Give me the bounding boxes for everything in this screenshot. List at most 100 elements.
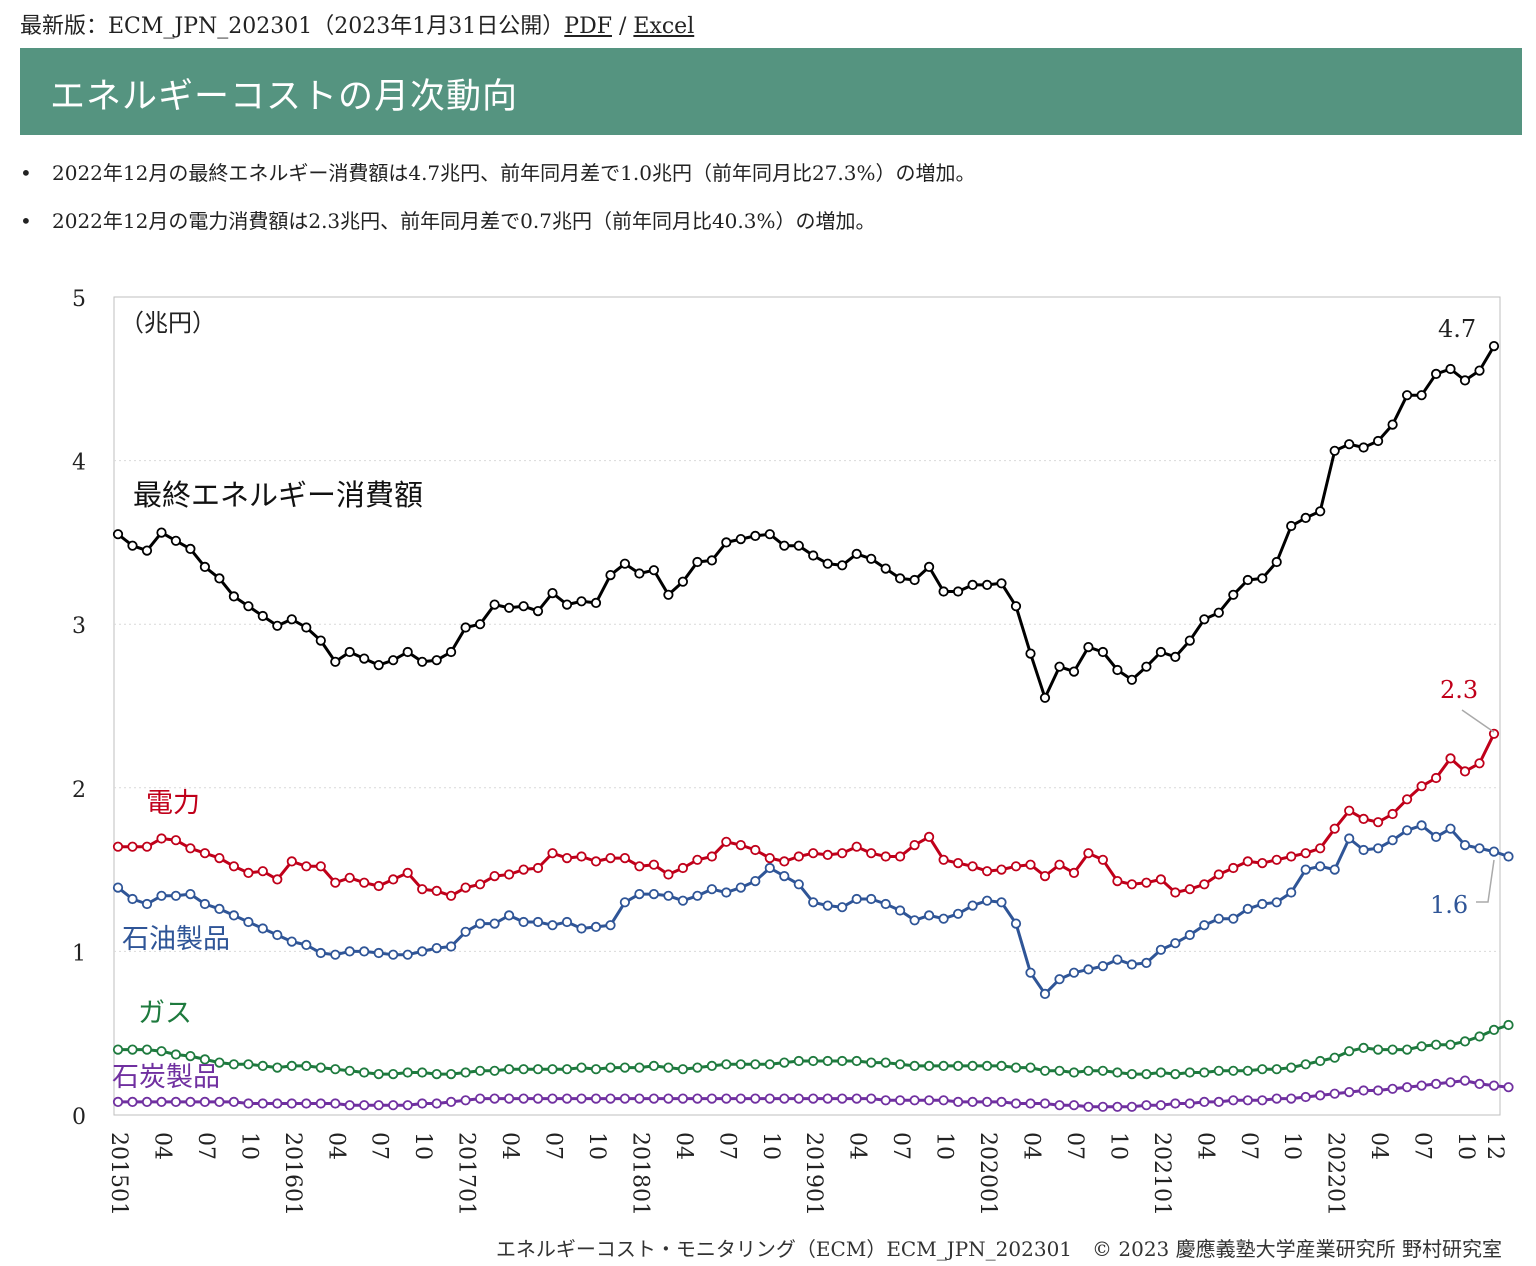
excel-link[interactable]: Excel: [633, 14, 695, 39]
data-point-total: [880, 563, 891, 574]
series-label-coal: 石炭製品: [112, 1062, 220, 1093]
data-point-electricity: [750, 844, 761, 856]
series-label-total: 最終エネルギー消費額: [133, 478, 423, 512]
link-separator: /: [611, 14, 634, 39]
data-point-gas: [967, 1060, 978, 1072]
data-point-electricity: [1402, 794, 1413, 805]
data-point-gas: [1271, 1064, 1282, 1075]
data-point-coal: [1112, 1101, 1123, 1112]
data-point-coal: [257, 1098, 268, 1109]
data-point-coal: [170, 1096, 181, 1108]
data-point-coal: [286, 1098, 297, 1109]
data-point-coal: [1271, 1093, 1282, 1104]
data-point-oil: [576, 923, 587, 934]
data-point-gas: [952, 1060, 964, 1072]
data-point-oil: [808, 897, 819, 908]
data-point-total: [1402, 390, 1413, 401]
data-point-gas: [1039, 1065, 1051, 1076]
data-point-oil: [1503, 851, 1514, 862]
data-point-total: [779, 540, 790, 551]
data-point-coal: [445, 1096, 457, 1108]
data-point-electricity: [1054, 859, 1065, 870]
data-point-coal: [735, 1093, 746, 1104]
data-point-coal: [1039, 1098, 1051, 1109]
data-point-electricity: [141, 841, 153, 852]
data-point-electricity: [779, 856, 790, 867]
data-point-coal: [1300, 1091, 1311, 1103]
data-point-coal: [474, 1093, 486, 1104]
data-point-electricity: [1387, 808, 1398, 820]
data-point-electricity: [199, 848, 210, 859]
data-point-coal: [952, 1096, 964, 1108]
data-point-gas: [1257, 1064, 1268, 1075]
data-point-gas: [576, 1062, 587, 1073]
series-oil: [112, 820, 1514, 1000]
data-point-total: [1387, 419, 1398, 430]
data-point-gas: [1213, 1065, 1224, 1076]
data-point-gas: [1025, 1062, 1036, 1073]
data-point-electricity: [1315, 843, 1326, 854]
data-point-coal: [1199, 1096, 1210, 1108]
end-label-total: 4.7: [1438, 315, 1476, 343]
data-point-oil: [127, 893, 138, 905]
data-point-gas: [344, 1065, 355, 1076]
data-point-gas: [866, 1057, 877, 1068]
data-point-gas: [315, 1062, 326, 1073]
data-point-gas: [808, 1055, 819, 1067]
data-point-oil: [851, 893, 862, 905]
data-point-total: [1010, 601, 1022, 612]
data-point-oil: [503, 910, 515, 921]
data-point-total: [518, 601, 529, 612]
data-point-electricity: [503, 869, 515, 880]
data-point-electricity: [344, 872, 355, 883]
data-point-total: [1242, 574, 1253, 586]
data-point-oil: [199, 898, 210, 910]
plot-area: [113, 296, 1501, 1116]
pdf-link[interactable]: PDF: [564, 14, 612, 39]
data-point-total: [199, 561, 210, 572]
data-point-oil: [1344, 833, 1355, 844]
series-electricity: [112, 728, 1500, 901]
data-point-gas: [1488, 1024, 1500, 1036]
data-point-coal: [779, 1093, 790, 1104]
data-point-gas: [1416, 1041, 1427, 1052]
data-point-gas: [1344, 1046, 1355, 1057]
x-tick-label: 04: [323, 1132, 348, 1160]
data-point-gas: [706, 1060, 718, 1072]
data-point-coal: [489, 1093, 500, 1104]
data-point-total: [489, 599, 500, 610]
data-point-coal: [141, 1096, 153, 1108]
x-tick-label: 201501: [106, 1132, 131, 1216]
data-point-oil: [1054, 974, 1065, 985]
data-point-oil: [938, 913, 949, 924]
data-point-gas: [1112, 1067, 1123, 1078]
data-point-total: [938, 586, 949, 597]
data-point-electricity: [1184, 884, 1195, 895]
data-point-total: [156, 527, 167, 538]
data-point-total: [1228, 589, 1239, 600]
data-point-electricity: [1228, 862, 1239, 874]
data-point-coal: [1344, 1086, 1355, 1098]
data-point-electricity: [1445, 753, 1456, 764]
data-point-electricity: [880, 851, 891, 862]
data-point-electricity: [243, 867, 254, 879]
data-point-total: [141, 545, 153, 556]
series-label-gas: ガス: [138, 998, 192, 1029]
data-point-total: [344, 646, 355, 658]
data-point-electricity: [518, 864, 529, 875]
data-point-electricity: [735, 839, 746, 851]
data-point-gas: [1503, 1019, 1514, 1031]
data-point-oil: [590, 921, 602, 933]
data-point-gas: [735, 1059, 746, 1070]
data-point-electricity: [1112, 875, 1123, 887]
data-point-gas: [851, 1055, 862, 1067]
data-point-total: [996, 578, 1007, 589]
data-point-oil: [706, 884, 718, 895]
data-point-total: [1271, 556, 1282, 568]
data-point-coal: [880, 1095, 891, 1106]
y-tick-label: 0: [72, 1105, 86, 1130]
data-point-coal: [619, 1093, 631, 1104]
data-point-coal: [1431, 1078, 1442, 1090]
data-point-oil: [692, 890, 703, 901]
data-point-gas: [228, 1059, 239, 1070]
